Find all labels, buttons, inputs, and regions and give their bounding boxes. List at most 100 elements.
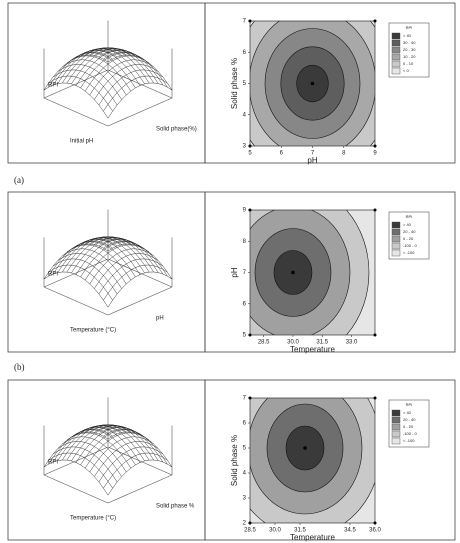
y-axis-label: Solid phase % xyxy=(230,58,239,109)
mesh-line xyxy=(107,82,173,119)
y-tick-label: 5 xyxy=(243,333,247,339)
x-tick-label: 5 xyxy=(248,151,252,157)
y-tick-label: 2 xyxy=(243,521,247,527)
axis-line xyxy=(43,474,109,504)
x-tick-label: 6 xyxy=(280,151,284,157)
mesh-line xyxy=(52,258,118,295)
mesh-line xyxy=(84,55,150,92)
mesh-line xyxy=(66,432,132,469)
legend-label: -100 - 0 xyxy=(403,243,418,248)
y-axis-label: Solid phase(%) xyxy=(156,127,197,133)
y-tick-label: 6 xyxy=(243,421,247,427)
legend-label: 10 - 20 xyxy=(403,54,416,59)
plot-frame xyxy=(249,397,376,524)
z-axis-label: RPI xyxy=(48,460,58,466)
mesh-line xyxy=(103,75,168,112)
y-tick-label: 4 xyxy=(243,112,247,118)
surface-mesh xyxy=(43,424,173,496)
mesh-line xyxy=(94,441,159,477)
mesh-line xyxy=(52,446,118,483)
legend-swatch xyxy=(391,221,401,229)
x-axis-label: Temperature (°C) xyxy=(70,516,116,522)
x-tick-label: 33.0 xyxy=(346,340,358,346)
x-tick-label: 30.0 xyxy=(269,528,281,534)
y-tick-label: 5 xyxy=(243,446,247,452)
mesh-line xyxy=(62,59,127,96)
mesh-line xyxy=(43,271,109,308)
mesh-line xyxy=(62,436,127,473)
mesh-line xyxy=(75,239,141,275)
mesh-line xyxy=(84,432,150,469)
legend-label: 0 - 20 xyxy=(403,424,414,429)
y-axis-label: Solid phase % xyxy=(230,435,239,486)
corner-dot xyxy=(373,19,377,23)
panel-label: (a) xyxy=(14,175,24,185)
contour-fill xyxy=(250,210,375,335)
mesh-line xyxy=(94,253,159,289)
panel-label: (b) xyxy=(14,362,25,372)
z-axis-label: RPI xyxy=(48,272,58,278)
mesh-line xyxy=(52,69,118,106)
panel-frame xyxy=(204,2,456,164)
axis-line xyxy=(107,97,173,127)
mesh-line xyxy=(48,452,113,489)
mesh-line xyxy=(84,244,150,281)
mesh-line xyxy=(89,59,154,96)
mesh-line xyxy=(57,441,122,477)
mesh-line xyxy=(89,248,154,285)
mesh-line xyxy=(107,459,173,496)
legend-label: < -100 xyxy=(403,438,415,443)
optimum-point xyxy=(291,270,295,275)
legend-swatch xyxy=(391,437,401,445)
y-tick-label: 8 xyxy=(243,239,247,245)
mesh-line xyxy=(66,55,132,92)
surface-axes xyxy=(43,209,173,316)
legend-swatch xyxy=(391,67,401,75)
mesh-line xyxy=(71,241,136,278)
legend-swatch xyxy=(391,60,401,68)
legend-title: RPI xyxy=(406,402,413,407)
x-tick-label: 31.5 xyxy=(294,528,306,534)
panel-frame xyxy=(204,379,456,541)
mesh-line xyxy=(98,446,164,483)
legend-label: < 0 xyxy=(403,68,409,73)
y-tick-label: 3 xyxy=(243,144,247,150)
contour-fill xyxy=(250,398,375,523)
legend-title: RPI xyxy=(406,25,413,30)
legend-swatch xyxy=(391,46,401,54)
legend-swatch xyxy=(391,416,401,424)
axis-line xyxy=(107,474,173,504)
mesh-line xyxy=(98,258,164,295)
axis-line xyxy=(43,97,109,127)
mesh-line xyxy=(89,436,154,473)
legend-label: < -100 xyxy=(403,250,415,255)
y-tick-label: 9 xyxy=(243,208,247,214)
mesh-line xyxy=(94,64,159,100)
y-axis-label: Solid phase % xyxy=(156,504,195,510)
legend-label: 20 - 40 xyxy=(403,229,416,234)
mesh-line xyxy=(43,82,109,119)
panel-frame xyxy=(204,191,456,353)
optimum-point xyxy=(303,446,307,450)
legend-swatch xyxy=(391,32,401,40)
corner-dot xyxy=(373,333,377,337)
legend-label: > 40 xyxy=(403,222,412,227)
surface-axes xyxy=(43,20,173,127)
axis-line xyxy=(43,286,109,316)
legend-swatch xyxy=(391,409,401,417)
mesh-line xyxy=(57,64,122,100)
legend-swatch xyxy=(391,430,401,438)
surface-axes xyxy=(43,397,173,504)
x-axis-label: Temperature (°C) xyxy=(70,328,116,334)
x-tick-label: 30.0 xyxy=(287,340,299,346)
mesh-line xyxy=(103,264,168,301)
legend-swatch xyxy=(391,39,401,47)
y-axis-label: pH xyxy=(156,316,164,322)
legend-label: 0 - 10 xyxy=(403,61,414,66)
optimum-point xyxy=(310,81,315,86)
mesh-line xyxy=(107,271,173,308)
legend-swatch xyxy=(391,423,401,431)
legend-title: RPI xyxy=(406,214,413,219)
mesh-line xyxy=(48,75,113,112)
y-tick-label: 6 xyxy=(243,50,247,56)
